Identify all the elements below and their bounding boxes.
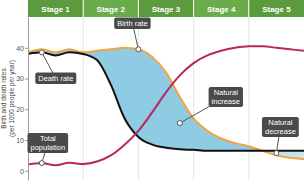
series-line: [28, 52, 304, 150]
stage-separator: [83, 0, 84, 17]
annotation-line: increase: [212, 97, 240, 106]
y-tick: 40: [16, 44, 28, 51]
stage-label: Stage 5: [262, 5, 291, 14]
stage-separator: [248, 0, 249, 17]
stage-divider: [248, 17, 249, 180]
stage-label: Stage 3: [152, 5, 181, 14]
y-axis-line: [28, 18, 29, 181]
y-tick-mark: [25, 48, 28, 49]
annotation-dot: [39, 50, 44, 55]
stage-label: Stage 2: [97, 5, 126, 14]
y-tick-mark: [25, 109, 28, 110]
y-tick-label: 0: [20, 168, 24, 175]
chart-svg: Stage 1 Stage 2 Stage 3 Stage 4 Stage 5 0 10 20…: [0, 0, 304, 186]
y-tick-label: 10: [16, 137, 24, 144]
annotation-box: [114, 18, 150, 30]
stage-separator: [193, 0, 194, 17]
stage-band: [194, 0, 249, 17]
annotation-line: population: [30, 143, 65, 152]
stage-band: [249, 0, 304, 17]
y-tick: 10: [16, 137, 28, 144]
annotation: Death rate: [35, 50, 76, 84]
plot-area: [28, 46, 304, 165]
series-line: [28, 46, 304, 165]
y-axis-title: Birth and death rates(per 1000 people pe…: [0, 60, 16, 137]
plot-background: [28, 17, 304, 180]
annotation-dot: [274, 151, 279, 156]
annotation-dot: [39, 161, 44, 166]
annotation-box: [209, 87, 243, 107]
annotation-box: [35, 73, 76, 85]
y-tick-mark: [25, 79, 28, 80]
stage-label: Stage 1: [41, 5, 70, 14]
y-tick: 0: [20, 168, 28, 175]
annotation-line: Death rate: [38, 74, 73, 83]
y-axis-title-line: (per 1000 people per year): [8, 60, 16, 137]
y-tick-mark: [25, 171, 28, 172]
y-tick-label: 30: [16, 75, 24, 82]
annotation-box: [262, 117, 299, 137]
annotation: Birth rate: [114, 18, 150, 52]
annotation-line: Birth rate: [117, 19, 147, 28]
annotation: Totalpopulation: [27, 133, 68, 166]
stage-band: [83, 0, 138, 17]
annotation: Naturalincrease: [177, 87, 243, 126]
y-tick-label: 20: [16, 106, 24, 113]
annotation-dot: [177, 121, 182, 126]
stage-band: [138, 0, 193, 17]
stage-label: Stage 4: [207, 5, 236, 14]
stage-divider: [193, 17, 194, 180]
annotations: Birth rate Death rate Naturalincrease Total…: [27, 18, 298, 166]
annotation-line: decrease: [265, 127, 296, 136]
y-axis-title-line: Birth and death rates: [0, 68, 7, 129]
annotation-label: Naturalincrease: [212, 88, 240, 106]
annotation: Naturaldecrease: [262, 117, 299, 156]
stage-separator: [138, 0, 139, 17]
stage-band: [28, 0, 83, 17]
y-tick: 20: [16, 106, 28, 113]
y-axis: 0 10 20 30 40: [16, 18, 28, 181]
annotation-box: [27, 133, 68, 153]
stage-divider: [83, 17, 84, 180]
y-tick: 30: [16, 75, 28, 82]
stage-header: Stage 1 Stage 2 Stage 3 Stage 4 Stage 5: [28, 0, 304, 17]
annotation-label: Birth rate: [117, 19, 147, 28]
annotation-label: Death rate: [38, 74, 73, 83]
series-line: [28, 48, 304, 159]
annotation-label: Totalpopulation: [30, 134, 65, 152]
annotation-dot: [136, 47, 141, 52]
y-tick-label: 40: [16, 44, 24, 51]
annotation-label: Naturaldecrease: [265, 118, 296, 136]
